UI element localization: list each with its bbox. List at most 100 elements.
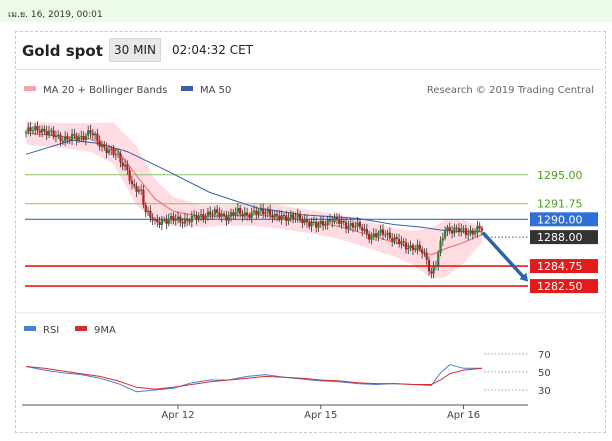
candle: [418, 240, 421, 252]
rsi-legend-swatch: [24, 326, 36, 331]
candle: [167, 213, 170, 227]
bollinger-band: [26, 121, 482, 280]
candle: [172, 212, 175, 225]
candle: [446, 224, 449, 237]
ma50-legend-label: MA 50: [200, 85, 231, 96]
candle: [54, 130, 58, 143]
candle: [59, 132, 62, 147]
candle: [181, 218, 184, 229]
candle: [372, 228, 375, 241]
candle: [169, 212, 173, 224]
candle: [103, 141, 106, 151]
resistance-1295-label: 1295.00: [537, 169, 583, 182]
ma20-legend-label: MA 20 + Bollinger Bands: [43, 85, 167, 96]
support-1284-75-label: 1284.75: [537, 260, 583, 273]
candle: [434, 260, 438, 271]
candle: [282, 212, 286, 219]
candle: [476, 220, 479, 238]
candle: [287, 212, 290, 225]
candle: [107, 144, 111, 156]
candle: [478, 221, 481, 232]
candle: [450, 225, 454, 239]
rsi-ma-legend-label: 9MA: [94, 325, 116, 336]
candle: [197, 212, 200, 223]
candle: [400, 236, 403, 249]
candle: [68, 136, 71, 145]
candle: [391, 233, 394, 247]
candle: [142, 184, 145, 209]
candle: [266, 206, 269, 218]
candle: [119, 150, 122, 168]
candle: [176, 211, 180, 224]
clock: 02:04:32 CET: [172, 43, 253, 57]
projection-arrow-head: [519, 272, 529, 282]
candle: [358, 218, 362, 230]
candle: [444, 226, 447, 241]
rsi-tick-label: 50: [538, 368, 551, 379]
candle: [351, 220, 355, 233]
candle: [135, 182, 138, 198]
ma20-legend-swatch: [24, 86, 36, 91]
candle: [57, 130, 60, 139]
candle: [333, 213, 336, 225]
candle: [227, 211, 230, 224]
candle: [47, 125, 51, 139]
candle: [89, 124, 92, 139]
x-tick-label: Apr 15: [304, 410, 337, 421]
candle: [393, 233, 396, 245]
candle: [361, 223, 364, 237]
candle: [91, 128, 94, 140]
candle: [303, 214, 306, 226]
candle: [326, 215, 329, 230]
candle: [338, 213, 341, 227]
candle: [202, 208, 205, 223]
candle: [317, 221, 320, 232]
candle: [421, 246, 424, 259]
candle: [289, 210, 292, 223]
candle: [87, 125, 90, 139]
candle: [457, 222, 461, 237]
candle: [137, 186, 140, 195]
candle: [402, 238, 405, 247]
timeframe-badge[interactable]: 30 MIN: [109, 38, 161, 62]
candle: [278, 210, 281, 222]
rsi-y-ticks: 70 50 30: [484, 350, 551, 397]
candle: [222, 211, 226, 219]
candle: [52, 126, 55, 140]
candle: [80, 130, 83, 143]
candle: [269, 204, 272, 219]
support-1282-50-label: 1282.50: [537, 280, 583, 293]
candle: [34, 123, 37, 136]
candle: [218, 207, 221, 220]
candle: [347, 220, 350, 234]
candle: [211, 209, 214, 220]
price-levels: [25, 174, 528, 287]
candle: [100, 140, 104, 152]
candle: [414, 244, 417, 253]
candle: [328, 214, 332, 225]
candle: [213, 206, 216, 219]
candle: [480, 225, 484, 236]
candle: [471, 227, 474, 240]
candle: [140, 184, 143, 196]
candle: [301, 216, 304, 229]
rsi-lines: [25, 364, 483, 393]
bollinger-band-area: [26, 121, 482, 280]
candle: [234, 207, 237, 220]
candle: [239, 204, 242, 218]
candle: [425, 248, 428, 265]
candle: [409, 240, 412, 252]
instrument-title: Gold spot: [22, 42, 103, 60]
candle: [356, 216, 359, 232]
candle: [464, 224, 467, 239]
candle: [455, 224, 458, 233]
resistance-1291-75-label: 1291.75: [537, 198, 583, 211]
candle: [130, 175, 134, 190]
candle: [144, 202, 147, 218]
candle: [342, 218, 345, 227]
candle: [82, 131, 85, 143]
support-1284-75-badge: [530, 259, 598, 274]
candle: [423, 248, 426, 257]
candle: [186, 214, 189, 226]
candle: [126, 160, 129, 175]
